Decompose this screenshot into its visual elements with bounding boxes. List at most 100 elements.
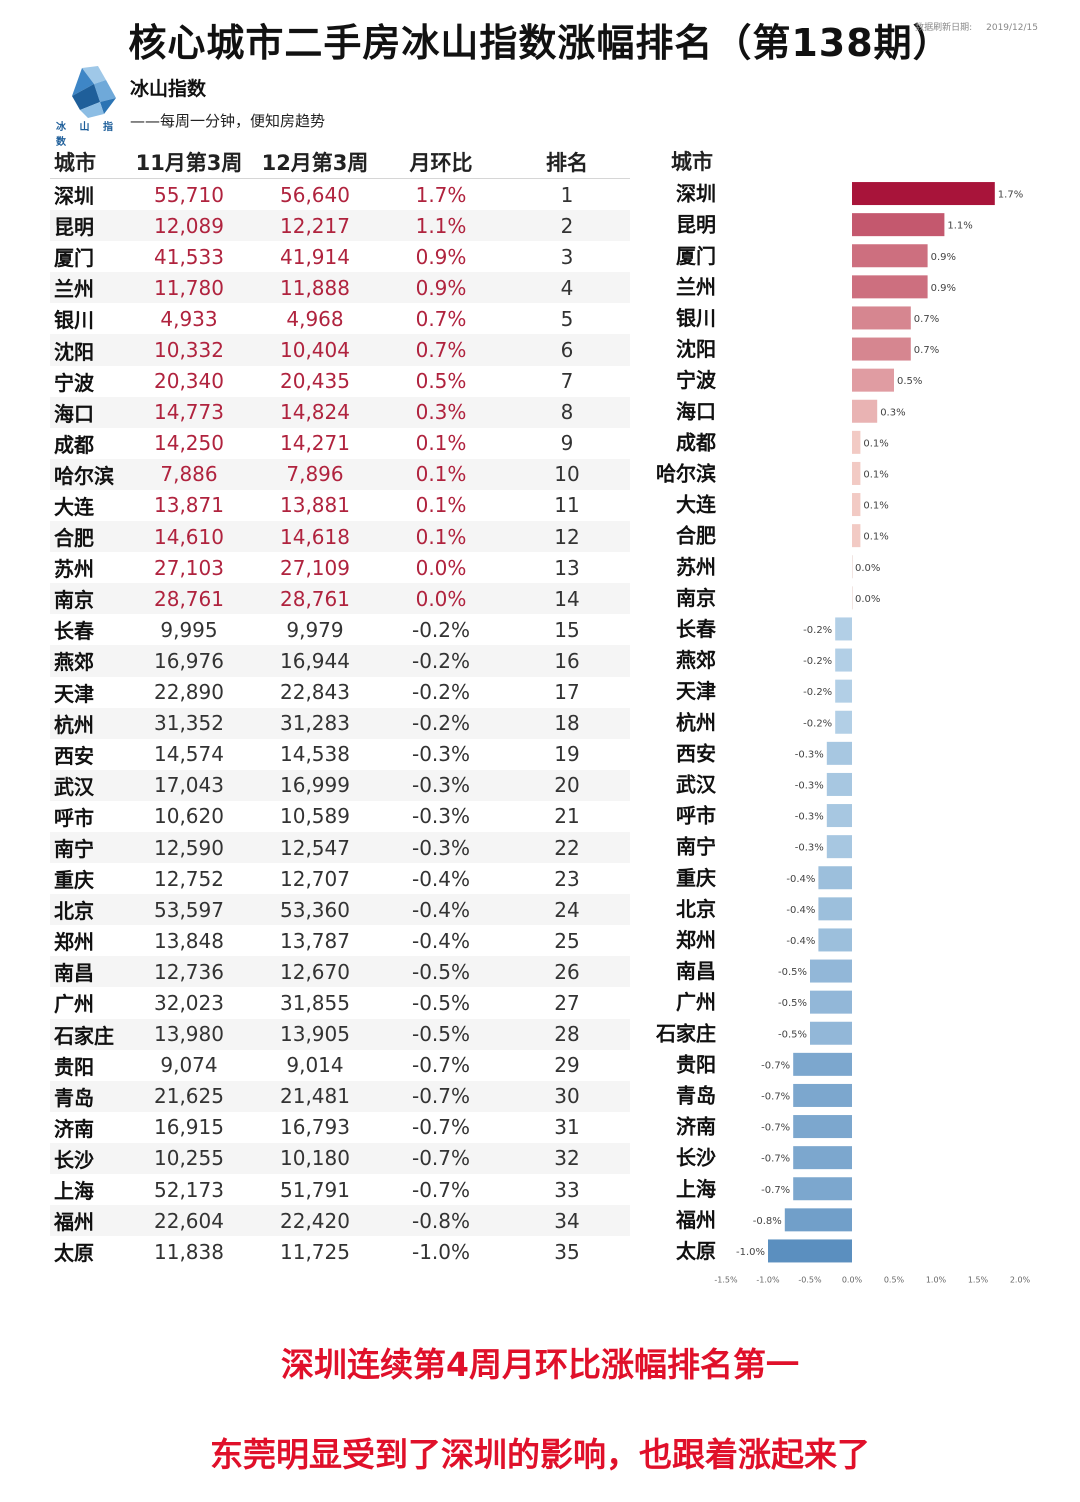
rank-cell: 23 <box>554 866 580 891</box>
chart-category-label: 北京 <box>676 897 716 921</box>
dec-price-cell: 31,855 <box>280 990 350 1015</box>
table-row: 济南 16,915 16,793 -0.7% 31 <box>50 1112 630 1143</box>
mom-cell: -0.3% <box>378 831 504 864</box>
update-date: 数据刷新日期: 2019/12/15 <box>915 20 1038 33</box>
dec-price-cell: 7,896 <box>252 458 378 490</box>
rank-cell: 3 <box>560 244 574 269</box>
chart-category-label: 太原 <box>676 1239 716 1263</box>
chart-category-label: 武汉 <box>676 772 717 796</box>
chart-bar <box>793 1052 852 1076</box>
table-row: 福州 22,604 22,420 -0.8% 34 <box>50 1205 630 1237</box>
chart-bar <box>852 586 853 610</box>
chart-bar <box>852 461 861 485</box>
city-cell: 青岛 <box>50 1080 126 1112</box>
mom-cell: 0.3% <box>378 396 504 428</box>
chart-category-header: 城市 <box>671 150 713 174</box>
chart-data-label: -0.5% <box>778 998 807 1009</box>
chart-bar <box>768 1239 852 1263</box>
table-row: 苏州 27,103 27,109 0.0% 13 <box>50 552 630 583</box>
chart-category-label: 南京 <box>676 586 716 610</box>
table-row: 郑州 13,848 13,787 -0.4% 25 <box>50 925 630 956</box>
chart-category-label: 南昌 <box>676 959 716 983</box>
table-row: 长沙 10,255 10,180 -0.7% 32 <box>50 1142 630 1174</box>
chart-data-label: -0.3% <box>795 812 824 823</box>
chart-data-label: 0.1% <box>863 532 888 543</box>
header-rank: 排名 <box>504 146 630 179</box>
brand-slogan: ——每周一分钟，便知房趋势 <box>130 112 326 130</box>
table-body: 深圳 55,710 56,640 1.7% 1 昆明 12,089 12,217 1.1% 2 厦门… <box>50 179 630 1268</box>
rank-cell: 35 <box>554 1239 580 1264</box>
chart-category-label: 沈阳 <box>676 337 716 361</box>
table-row: 昆明 12,089 12,217 1.1% 2 <box>50 210 630 242</box>
chart-data-label: 0.7% <box>914 314 939 325</box>
table-row: 燕郊 16,976 16,944 -0.2% 16 <box>50 645 630 677</box>
dec-price-cell: 13,787 <box>280 928 350 953</box>
chart-data-label: 1.1% <box>947 221 972 232</box>
rank-cell: 22 <box>504 831 630 864</box>
dec-price-cell: 31,283 <box>252 707 378 739</box>
nov-price-cell: 7,886 <box>126 458 252 490</box>
rank-cell: 9 <box>560 431 574 456</box>
nov-price-cell: 9,995 <box>160 617 218 642</box>
rank-cell: 5 <box>560 306 574 331</box>
chart-category-label: 南宁 <box>676 835 716 859</box>
mom-cell: -0.3% <box>411 804 471 829</box>
rank-cell: 30 <box>504 1080 630 1112</box>
chart-data-label: 0.9% <box>931 283 956 294</box>
table-row: 海口 14,773 14,824 0.3% 8 <box>50 396 630 428</box>
chart-data-label: 0.3% <box>880 407 905 418</box>
chart-data-label: -0.7% <box>761 1123 790 1134</box>
table-row: 天津 22,890 22,843 -0.2% 17 <box>50 677 630 708</box>
table-row: 南京 28,761 28,761 0.0% 14 <box>50 583 630 615</box>
city-cell: 苏州 <box>54 557 94 582</box>
rank-cell: 34 <box>504 1205 630 1237</box>
nov-price-cell: 9,074 <box>160 1053 218 1078</box>
chart-x-tick-label: 1.5% <box>968 1276 989 1285</box>
nov-price-cell: 16,976 <box>126 645 252 677</box>
rank-cell: 20 <box>504 769 630 801</box>
nov-price-cell: 12,752 <box>154 866 224 891</box>
chart-data-label: 0.0% <box>855 594 880 605</box>
dec-price-cell: 12,670 <box>252 956 378 988</box>
dec-price-cell: 53,360 <box>252 894 378 926</box>
rank-cell: 7 <box>560 369 574 394</box>
dec-price-cell: 16,999 <box>252 769 378 801</box>
dec-price-cell: 13,905 <box>252 1018 378 1050</box>
city-cell: 西安 <box>54 743 94 768</box>
note-primary: 深圳连续第4周月环比涨幅排名第一 <box>281 1345 799 1384</box>
chart-data-label: 0.7% <box>914 345 939 356</box>
chart-x-tick-label: -1.5% <box>714 1276 738 1285</box>
table-header: 城市 11月第3周 12月第3周 月环比 排名 <box>50 146 630 179</box>
mom-cell: 0.1% <box>378 458 504 490</box>
mom-cell: -0.7% <box>411 1177 471 1202</box>
table-row: 杭州 31,352 31,283 -0.2% 18 <box>50 707 630 739</box>
chart-data-label: -0.8% <box>753 1216 782 1227</box>
chart-bar <box>852 555 853 579</box>
rank-cell: 14 <box>504 583 630 615</box>
mom-cell: -0.8% <box>378 1205 504 1237</box>
table-row: 兰州 11,780 11,888 0.9% 4 <box>50 272 630 304</box>
chart-bar <box>826 772 852 796</box>
chart-category-label: 大连 <box>676 493 717 517</box>
nov-price-cell: 21,625 <box>126 1080 252 1112</box>
table-row: 哈尔滨 7,886 7,896 0.1% 10 <box>50 458 630 490</box>
chart-bar <box>852 275 928 299</box>
table-row: 青岛 21,625 21,481 -0.7% 30 <box>50 1080 630 1112</box>
city-cell: 厦门 <box>54 246 94 271</box>
nov-price-cell: 11,838 <box>154 1239 224 1264</box>
chart-data-label: -0.2% <box>803 687 832 698</box>
chart-x-tick-label: 0.0% <box>842 1276 863 1285</box>
rank-cell: 21 <box>554 804 580 829</box>
chart-data-label: -0.4% <box>786 874 815 885</box>
chart-bar <box>826 804 852 828</box>
rank-cell: 1 <box>560 182 574 207</box>
chart-data-label: -0.4% <box>786 905 815 916</box>
nov-price-cell: 13,980 <box>126 1018 252 1050</box>
mom-cell: -0.4% <box>378 894 504 926</box>
chart-category-label: 海口 <box>676 399 716 423</box>
chart-category-label: 厦门 <box>676 244 716 268</box>
city-cell: 广州 <box>54 992 94 1017</box>
rank-cell: 24 <box>504 894 630 926</box>
table-row: 南宁 12,590 12,547 -0.3% 22 <box>50 831 630 864</box>
chart-x-tick-label: 2.0% <box>1010 1276 1031 1285</box>
